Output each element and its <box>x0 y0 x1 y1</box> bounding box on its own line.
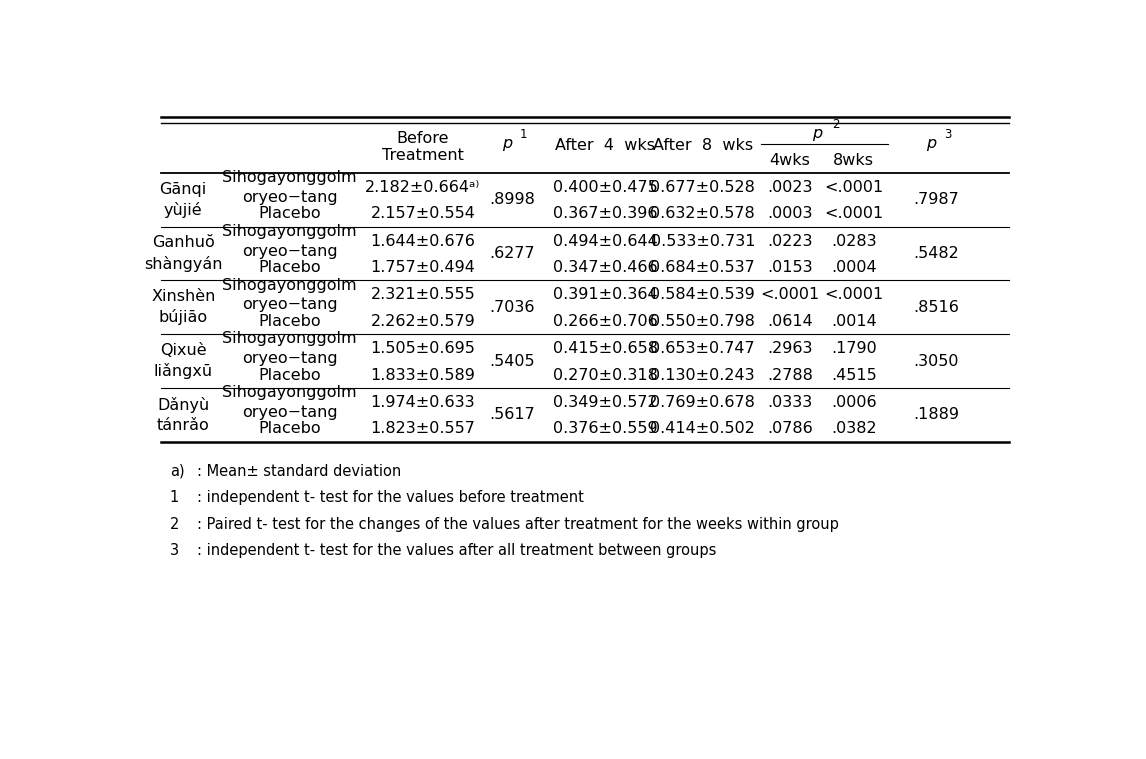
Text: .7987: .7987 <box>913 192 959 207</box>
Text: <.0001: <.0001 <box>760 288 819 302</box>
Text: .5617: .5617 <box>489 408 535 422</box>
Text: .7036: .7036 <box>489 300 534 315</box>
Text: .1889: .1889 <box>913 408 959 422</box>
Text: .0006: .0006 <box>831 395 877 410</box>
Text: 8wks: 8wks <box>833 153 874 168</box>
Text: 2: 2 <box>832 118 840 131</box>
Text: 2.182±0.664ᵃ⁾: 2.182±0.664ᵃ⁾ <box>366 180 480 195</box>
Text: $p$: $p$ <box>811 127 823 143</box>
Text: <.0001: <.0001 <box>824 206 884 222</box>
Text: Placebo: Placebo <box>259 367 321 383</box>
Text: 0.584±0.539: 0.584±0.539 <box>651 288 755 302</box>
Text: .5405: .5405 <box>489 354 535 369</box>
Text: 1.757±0.494: 1.757±0.494 <box>370 260 476 275</box>
Text: 0.533±0.731: 0.533±0.731 <box>651 234 755 249</box>
Text: <.0001: <.0001 <box>824 180 884 195</box>
Text: 0.414±0.502: 0.414±0.502 <box>650 421 755 436</box>
Text: 0.494±0.644: 0.494±0.644 <box>552 234 658 249</box>
Text: 1.833±0.589: 1.833±0.589 <box>370 367 476 383</box>
Text: .0333: .0333 <box>767 395 813 410</box>
Text: 0.632±0.578: 0.632±0.578 <box>651 206 755 222</box>
Text: 0.677±0.528: 0.677±0.528 <box>650 180 755 195</box>
Text: a): a) <box>170 464 185 479</box>
Text: Dǎnyù
tánrǎo: Dǎnyù tánrǎo <box>157 397 210 433</box>
Text: Xinshèn
bújiāo: Xinshèn bújiāo <box>151 289 215 326</box>
Text: After  8  wks: After 8 wks <box>653 137 753 153</box>
Text: .4515: .4515 <box>831 367 877 383</box>
Text: <.0001: <.0001 <box>824 288 884 302</box>
Text: .0223: .0223 <box>767 234 813 249</box>
Text: 0.415±0.658: 0.415±0.658 <box>552 342 658 356</box>
Text: 0.400±0.475: 0.400±0.475 <box>552 180 658 195</box>
Text: : independent t- test for the values before treatment: : independent t- test for the values bef… <box>197 490 583 505</box>
Text: 1.505±0.695: 1.505±0.695 <box>370 342 476 356</box>
Text: 0.130±0.243: 0.130±0.243 <box>651 367 755 383</box>
Text: Sihogayonggolm
oryeo−tang: Sihogayonggolm oryeo−tang <box>222 278 358 313</box>
Text: Sihogayonggolm
oryeo−tang: Sihogayonggolm oryeo−tang <box>222 385 358 420</box>
Text: 0.349±0.572: 0.349±0.572 <box>552 395 658 410</box>
Text: 1.644±0.676: 1.644±0.676 <box>370 234 476 249</box>
Text: : Mean± standard deviation: : Mean± standard deviation <box>197 464 401 479</box>
Text: .2963: .2963 <box>767 342 813 356</box>
Text: .8998: .8998 <box>489 192 535 207</box>
Text: 0.376±0.559: 0.376±0.559 <box>552 421 658 436</box>
Text: .0382: .0382 <box>831 421 877 436</box>
Text: Gānqi
yùjié: Gānqi yùjié <box>159 181 206 218</box>
Text: .0614: .0614 <box>767 313 813 329</box>
Text: 1: 1 <box>170 490 179 505</box>
Text: 3: 3 <box>170 543 179 558</box>
Text: 0.367±0.396: 0.367±0.396 <box>552 206 658 222</box>
Text: 0.769±0.678: 0.769±0.678 <box>650 395 755 410</box>
Text: 0.684±0.537: 0.684±0.537 <box>651 260 755 275</box>
Text: Sihogayonggolm
oryeo−tang: Sihogayonggolm oryeo−tang <box>222 224 358 259</box>
Text: Placebo: Placebo <box>259 421 321 436</box>
Text: Sihogayonggolm
oryeo−tang: Sihogayonggolm oryeo−tang <box>222 170 358 205</box>
Text: $p$: $p$ <box>926 137 937 153</box>
Text: After  4  wks: After 4 wks <box>555 137 656 153</box>
Text: : independent t- test for the values after all treatment between groups: : independent t- test for the values aft… <box>197 543 716 558</box>
Text: 2.321±0.555: 2.321±0.555 <box>370 288 476 302</box>
Text: .8516: .8516 <box>913 300 959 315</box>
Text: 1: 1 <box>519 128 527 141</box>
Text: .6277: .6277 <box>489 246 535 261</box>
Text: 1.974±0.633: 1.974±0.633 <box>370 395 476 410</box>
Text: 0.550±0.798: 0.550±0.798 <box>650 313 755 329</box>
Text: 0.347±0.466: 0.347±0.466 <box>552 260 658 275</box>
Text: 0.270±0.318: 0.270±0.318 <box>552 367 658 383</box>
Text: Ganhuŏ
shàngyán: Ganhuŏ shàngyán <box>144 235 222 272</box>
Text: Before: Before <box>397 131 449 146</box>
Text: .0153: .0153 <box>767 260 813 275</box>
Text: .3050: .3050 <box>913 354 959 369</box>
Text: .0014: .0014 <box>831 313 877 329</box>
Text: .0786: .0786 <box>767 421 813 436</box>
Text: Sihogayonggolm
oryeo−tang: Sihogayonggolm oryeo−tang <box>222 332 358 366</box>
Text: .0023: .0023 <box>767 180 813 195</box>
Text: Treatment: Treatment <box>382 148 464 163</box>
Text: 0.391±0.364: 0.391±0.364 <box>552 288 658 302</box>
Text: Placebo: Placebo <box>259 313 321 329</box>
Text: Placebo: Placebo <box>259 260 321 275</box>
Text: Qixuè
liǎngxū: Qixuè liǎngxū <box>154 343 213 380</box>
Text: 2: 2 <box>170 517 179 531</box>
Text: $p$: $p$ <box>502 137 513 153</box>
Text: 2.262±0.579: 2.262±0.579 <box>370 313 476 329</box>
Text: 0.266±0.706: 0.266±0.706 <box>552 313 658 329</box>
Text: : Paired t- test for the changes of the values after treatment for the weeks wit: : Paired t- test for the changes of the … <box>197 517 839 531</box>
Text: 0.653±0.747: 0.653±0.747 <box>651 342 755 356</box>
Text: 1.823±0.557: 1.823±0.557 <box>370 421 476 436</box>
Text: Placebo: Placebo <box>259 206 321 222</box>
Text: .0003: .0003 <box>767 206 813 222</box>
Text: .5482: .5482 <box>913 246 959 261</box>
Text: 2.157±0.554: 2.157±0.554 <box>370 206 476 222</box>
Text: 3: 3 <box>944 128 951 141</box>
Text: .1790: .1790 <box>831 342 877 356</box>
Text: .2788: .2788 <box>767 367 813 383</box>
Text: 4wks: 4wks <box>769 153 810 168</box>
Text: .0004: .0004 <box>831 260 877 275</box>
Text: .0283: .0283 <box>831 234 877 249</box>
